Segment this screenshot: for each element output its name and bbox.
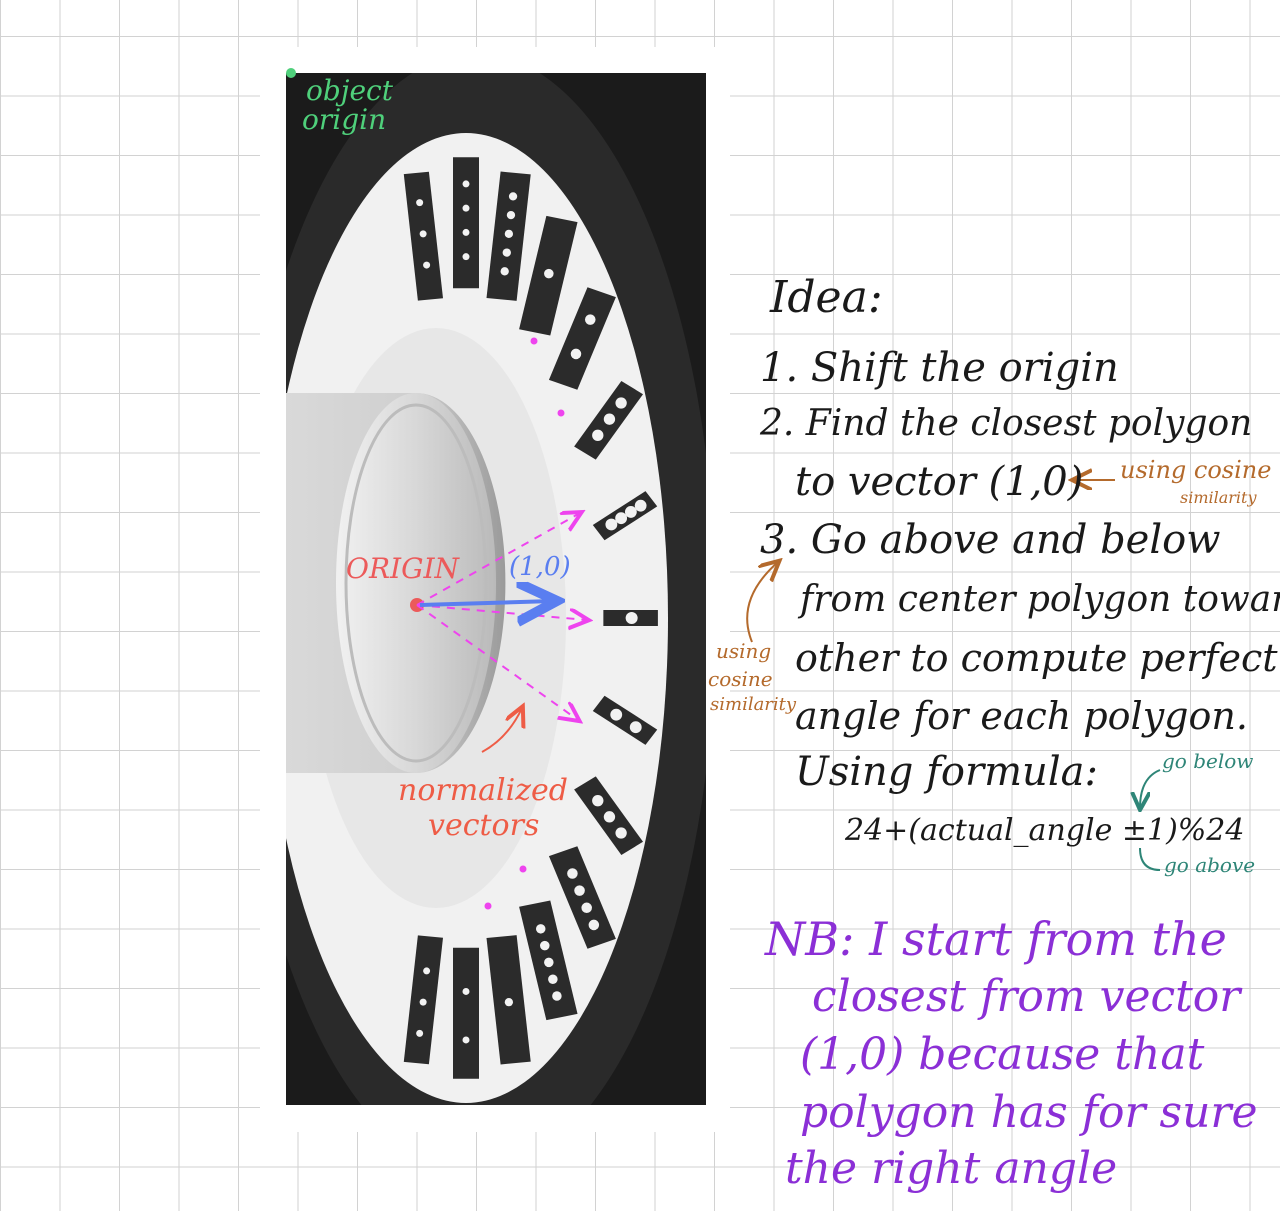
- formula: 24+(actual_angle ±1)%24: [845, 813, 1245, 848]
- encoder-code-dot: [548, 974, 558, 984]
- encoder-code-dot: [502, 248, 511, 257]
- encoder-code-dot: [504, 229, 514, 238]
- encoder-code-dot: [462, 228, 470, 236]
- encoder-code-dot: [581, 902, 592, 914]
- encoder-photo: [286, 73, 706, 1105]
- nb-line-3: (1,0) because that: [800, 1029, 1205, 1080]
- encoder-code-dot: [462, 987, 470, 995]
- encoder-code-dot: [419, 998, 427, 1006]
- idea-title: Idea:: [770, 272, 883, 323]
- photo-frame: [260, 47, 730, 1132]
- encoder-code-dot: [592, 795, 604, 807]
- go-below-note: go below: [1162, 749, 1253, 773]
- idea-step-3-line-3: other to compute perfect: [795, 636, 1278, 680]
- nb-line-4: polygon has for sure: [800, 1087, 1258, 1138]
- encoder-polygon: [453, 947, 479, 1079]
- polygon-dot: [484, 902, 492, 910]
- unit-vector-label: (1,0): [509, 552, 571, 582]
- encoder-code-dot: [574, 885, 585, 896]
- encoder-code-dot: [624, 506, 637, 518]
- nb-line-1: NB: I start from the: [765, 912, 1227, 966]
- cosine-note-1: using cosine: [1120, 456, 1271, 484]
- cosine-note-2: similarity: [1180, 488, 1257, 507]
- encoder-code-dot: [416, 1029, 424, 1037]
- nb-line-5: the right angle: [785, 1143, 1118, 1194]
- idea-step-3-line-5: Using formula:: [795, 749, 1098, 795]
- encoder-code-dot: [605, 518, 618, 531]
- encoder-code-dot: [584, 314, 596, 325]
- encoder-code-dot: [615, 512, 628, 525]
- encoder-code-dot: [570, 348, 582, 360]
- left-note-3: similarity: [710, 694, 797, 715]
- polygon-dot: [530, 337, 538, 345]
- encoder-code-dot: [416, 199, 424, 207]
- polygon-dot: [519, 865, 527, 873]
- encoder-code-dot: [610, 708, 623, 721]
- idea-step-3-line-2: from center polygon toward: [800, 579, 1280, 620]
- nb-line-2: closest from vector: [812, 971, 1241, 1022]
- encoder-polygon: [453, 157, 479, 289]
- encoder-polygon: [592, 695, 658, 745]
- encoder-code-dot: [629, 721, 642, 734]
- encoder-code-dot: [462, 180, 470, 188]
- encoder-code-dot: [603, 413, 616, 425]
- encoder-code-dot: [462, 253, 470, 261]
- encoder-code-dot: [462, 1036, 470, 1044]
- encoder-code-dot: [500, 267, 509, 276]
- normalized-vector-center: [416, 604, 587, 620]
- encoder-code-dot: [535, 924, 546, 934]
- encoder-code-dot: [588, 919, 600, 931]
- idea-step-2-cont: to vector (1,0): [795, 459, 1084, 505]
- object-origin-label-2: origin: [302, 103, 386, 136]
- encoder-code-dot: [423, 261, 431, 269]
- unit-vector-arrow: [419, 601, 553, 605]
- encoder-code-dot: [540, 940, 550, 951]
- go-above-note: go above: [1164, 853, 1255, 877]
- origin-label: ORIGIN: [346, 552, 461, 585]
- normalized-note-arrow: [481, 708, 522, 753]
- idea-step-1: 1. Shift the origin: [760, 345, 1119, 391]
- encoder-marks: [403, 157, 658, 1079]
- encoder-code-dot: [544, 268, 554, 279]
- encoder-polygon: [548, 287, 616, 390]
- polygon-dot: [557, 409, 565, 417]
- object-origin-dot: [286, 68, 296, 78]
- encoder-code-dot: [462, 204, 470, 212]
- normalized-vector-lower: [416, 604, 578, 720]
- encoder-code-dot: [508, 192, 518, 201]
- left-note-1: using: [716, 639, 771, 663]
- encoder-code-dot: [504, 998, 514, 1007]
- object-origin-label-1: object: [306, 74, 394, 107]
- go-below-arrow: [1140, 769, 1161, 808]
- normalized-vector-upper: [416, 513, 580, 606]
- encoder-code-dot: [544, 957, 554, 968]
- encoder-code-dot: [552, 991, 562, 1001]
- idea-step-3-line-4: angle for each polygon.: [795, 694, 1248, 738]
- encoder-code-dot: [419, 230, 427, 238]
- left-note-2: cosine: [708, 667, 773, 691]
- encoder-code-dot: [592, 429, 604, 441]
- encoder-code-dot: [603, 811, 616, 823]
- encoder-disk-illustration: [286, 73, 706, 1105]
- normalized-label-2: vectors: [428, 808, 539, 843]
- encoder-code-dot: [615, 397, 627, 409]
- encoder-code-dot: [567, 868, 578, 879]
- go-above-arrow: [1139, 847, 1161, 871]
- normalized-label-1: normalized: [398, 773, 568, 808]
- encoder-polygon: [548, 846, 616, 949]
- encoder-code-dot: [615, 827, 627, 839]
- encoder-code-dot: [423, 967, 431, 975]
- left-note-arrow: [746, 562, 778, 643]
- idea-step-2: 2. Find the closest polygon: [760, 403, 1253, 444]
- encoder-code-dot: [634, 499, 647, 512]
- encoder-code-dot: [625, 612, 638, 624]
- idea-step-3: 3. Go above and below: [760, 517, 1221, 563]
- encoder-code-dot: [506, 210, 516, 220]
